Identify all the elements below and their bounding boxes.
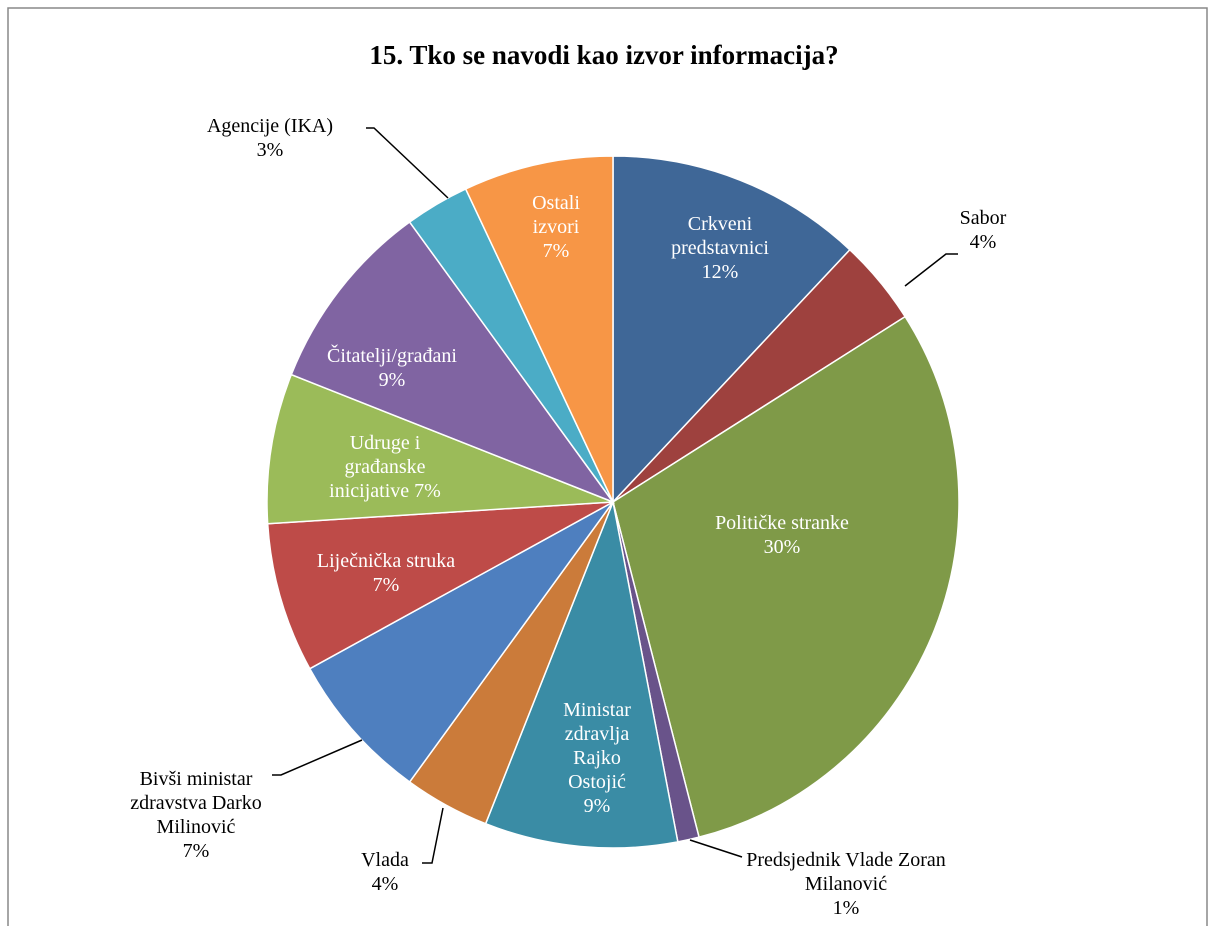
pie-slice — [464, 155, 614, 503]
data-label: Predsjednik Vlade Zoran Milanović 1% — [746, 848, 946, 920]
data-label: Sabor 4% — [953, 206, 1013, 254]
slice-name: Čitatelji/građani — [327, 345, 457, 367]
chart-title: 15. Tko se navodi kao izvor informacija? — [369, 40, 839, 70]
data-label: Agencije (IKA) 3% — [170, 114, 370, 162]
slice-name: Liječnička struka — [316, 550, 456, 572]
pie — [266, 155, 960, 849]
pie-slice — [290, 221, 616, 504]
data-label: Ministar zdravlja Rajko Ostojić 9% — [552, 698, 642, 818]
pie-slice — [612, 315, 960, 839]
leader-line — [904, 253, 958, 287]
pie-slice — [266, 501, 614, 670]
slice-name: Predsjednik Vlade Zoran Milanović — [746, 849, 946, 895]
slice-value: 3% — [256, 139, 284, 161]
data-label: Udruge i građanske inicijative 7% — [315, 431, 455, 503]
slice-value: 1% — [832, 897, 860, 919]
slice-value: 9% — [583, 795, 611, 817]
slice-value: 7% — [414, 480, 441, 502]
slice-name: Ministar zdravlja Rajko Ostojić — [563, 699, 631, 793]
leader-line — [422, 807, 444, 864]
slice-value: 7% — [182, 840, 210, 862]
pie-slice — [308, 501, 614, 783]
data-label: Crkveni predstavnici 12% — [650, 212, 790, 284]
frame — [7, 7, 1208, 926]
slice-name: Vlada — [361, 849, 409, 871]
leader-line — [366, 127, 449, 199]
pie-slice — [612, 155, 851, 504]
slice-value: 30% — [763, 536, 801, 558]
data-label: Političke stranke 30% — [692, 511, 872, 559]
slice-value: 12% — [701, 261, 739, 283]
leader-line — [272, 739, 363, 776]
slice-value: 9% — [378, 369, 406, 391]
slice-name: Bivši ministar zdravstva Darko Milinović — [130, 768, 262, 838]
slice-value: 7% — [372, 574, 400, 596]
data-label: Liječnička struka 7% — [286, 549, 486, 597]
slice-name: Političke stranke — [715, 512, 849, 534]
slice-value: 4% — [371, 873, 399, 895]
data-label: Vlada 4% — [345, 848, 425, 896]
slice-name: Crkveni predstavnici — [671, 213, 769, 259]
data-label: Čitatelji/građani 9% — [292, 344, 492, 392]
slice-name: Agencije (IKA) — [206, 115, 334, 137]
leader-line — [689, 839, 743, 858]
pie-slice — [266, 373, 614, 525]
slice-name: Sabor — [959, 207, 1007, 229]
slice-name: Ostali izvori — [532, 192, 580, 238]
data-label: Ostali izvori 7% — [521, 191, 591, 263]
slice-value: 7% — [542, 240, 570, 262]
slice-name: Udruge i građanske inicijative — [329, 432, 426, 502]
leader-lines — [272, 127, 958, 864]
data-label: Bivši ministar zdravstva Darko Milinović… — [111, 767, 281, 863]
slice-value: 4% — [969, 231, 997, 253]
pie-slice — [484, 499, 679, 849]
